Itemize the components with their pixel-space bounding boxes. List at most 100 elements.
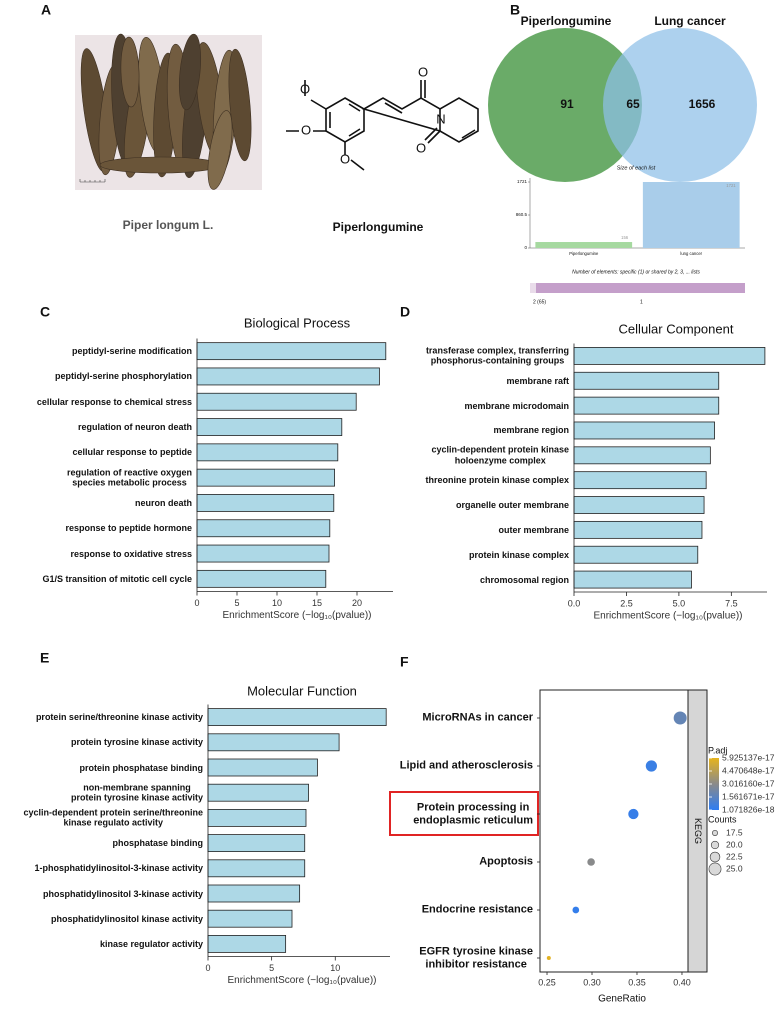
facet-strip xyxy=(687,689,708,973)
category-label: non-membrane spanning protein tyrosine k… xyxy=(70,782,203,803)
bar xyxy=(573,421,715,440)
color-tick-label: 1.561671e-17 xyxy=(722,791,775,801)
pepper-spike xyxy=(207,110,233,190)
x-tick-label: 0 xyxy=(205,963,210,973)
category-label: Endocrine resistance xyxy=(421,903,533,916)
bar xyxy=(207,809,307,827)
bar xyxy=(573,496,705,514)
x-tick-label: 0.25 xyxy=(538,977,556,987)
category-label: EGFR tyrosine kinase inhibitor resistanc… xyxy=(419,945,533,970)
photo xyxy=(79,33,252,190)
strip-segment xyxy=(530,283,536,293)
point xyxy=(673,711,687,725)
x-tick-label: 7.5 xyxy=(725,598,738,608)
color-bar xyxy=(709,758,719,810)
bar xyxy=(573,520,703,539)
category-label: MicroRNAs in cancer xyxy=(422,711,533,724)
strip-bar xyxy=(530,283,745,293)
category-label: phosphatidylinositol 3-kinase activity xyxy=(42,888,203,899)
strip-label: 2 (65) xyxy=(533,299,546,305)
category-label: cellular response to chemical stress xyxy=(36,396,192,407)
x-tick-label: 0.0 xyxy=(568,598,581,608)
x-tick-label: 5 xyxy=(269,963,274,973)
venn-set xyxy=(603,28,757,182)
region-count: 65 xyxy=(626,97,640,111)
color-tick-label: 5.925137e-17 xyxy=(722,752,775,762)
category-label: neuron death xyxy=(134,497,192,508)
bar xyxy=(573,545,699,564)
category-label: protein kinase complex xyxy=(468,549,569,560)
bar xyxy=(573,446,711,465)
x-tick-label: 0 xyxy=(194,598,199,608)
set-name: Piperlongumine xyxy=(521,14,612,28)
category-label: cellular response to peptide xyxy=(72,447,192,458)
bar xyxy=(207,834,306,852)
category-label: membrane raft xyxy=(506,375,569,386)
bar xyxy=(207,708,387,726)
y-tick-label: 0 xyxy=(524,245,527,250)
chemical-structure xyxy=(286,80,479,171)
category-label: Apoptosis xyxy=(479,855,533,868)
bar xyxy=(573,471,707,490)
region-count: 91 xyxy=(560,97,574,111)
value-label: 156 xyxy=(621,235,629,240)
point xyxy=(572,906,580,914)
x-axis-label: EnrichmentScore (−log₁₀(pvalue)) xyxy=(223,610,372,621)
category-label: organelle outer membrane xyxy=(455,499,569,510)
bar xyxy=(207,733,340,752)
category-label: phosphatidylinositol kinase activity xyxy=(50,913,203,924)
category-label: protein phosphatase binding xyxy=(79,762,204,773)
x-tick-label: 2.5 xyxy=(620,598,633,608)
bar xyxy=(196,519,331,538)
facet-label: KEGG xyxy=(693,818,703,844)
pepper-spike xyxy=(178,33,202,111)
x-axis-label: EnrichmentScore (−log₁₀(pvalue)) xyxy=(594,611,743,622)
x-tick-label: 0.40 xyxy=(673,977,691,987)
pepper-spike xyxy=(120,36,140,108)
size-key xyxy=(710,840,720,850)
category-label: membrane microdomain xyxy=(464,400,569,411)
color-tick-label: 1.071826e-18 xyxy=(722,804,775,814)
category-label: membrane region xyxy=(493,425,569,436)
category-label: peptidyl-serine modification xyxy=(71,345,192,356)
category-label: peptidyl-serine phosphorylation xyxy=(54,371,192,382)
size-key-label: 25.0 xyxy=(726,863,743,873)
bar xyxy=(196,443,339,462)
x-tick-label: Piperlongumine xyxy=(569,251,599,256)
category-label: protein tyrosine kinase activity xyxy=(70,737,203,748)
size-key-label: 17.5 xyxy=(726,827,743,837)
atom-o: O xyxy=(416,140,426,155)
highlight-box xyxy=(389,791,539,836)
x-tick-label: 5.0 xyxy=(673,598,686,608)
category-label: transferase complex, transferring phosph… xyxy=(425,345,569,366)
bar xyxy=(573,396,720,415)
bar xyxy=(573,371,720,390)
atom-o: O xyxy=(340,151,350,166)
strip-label: 1 xyxy=(640,299,643,305)
bar xyxy=(207,783,309,802)
panel-label: E xyxy=(40,650,49,666)
bar xyxy=(196,342,387,361)
category-label: response to peptide hormone xyxy=(65,523,192,534)
category-label: Protein processing in endoplasmic reticu… xyxy=(413,801,533,826)
atom-o: O xyxy=(300,81,310,96)
color-tick-label: 3.016160e-17 xyxy=(722,778,775,788)
category-label: protein serine/threonine kinase activity xyxy=(35,711,203,722)
region-count: 1656 xyxy=(689,97,716,111)
x-tick-label: 20 xyxy=(352,598,362,608)
x-axis-label: GeneRatio xyxy=(598,994,646,1005)
bar xyxy=(196,494,335,512)
atom-o: O xyxy=(301,122,311,137)
scale-ruler xyxy=(79,179,106,183)
size-key xyxy=(709,851,721,863)
x-tick-label: 10 xyxy=(272,598,282,608)
panel-label: B xyxy=(510,2,520,18)
point xyxy=(587,858,595,866)
panel-label: C xyxy=(40,304,50,320)
photo-caption: Piper longum L. xyxy=(123,218,214,232)
point xyxy=(546,956,551,960)
atom-labels: O N O O O O xyxy=(300,64,446,166)
category-label: outer membrane xyxy=(498,524,569,535)
y-tick-label: 860.5 xyxy=(516,212,528,217)
